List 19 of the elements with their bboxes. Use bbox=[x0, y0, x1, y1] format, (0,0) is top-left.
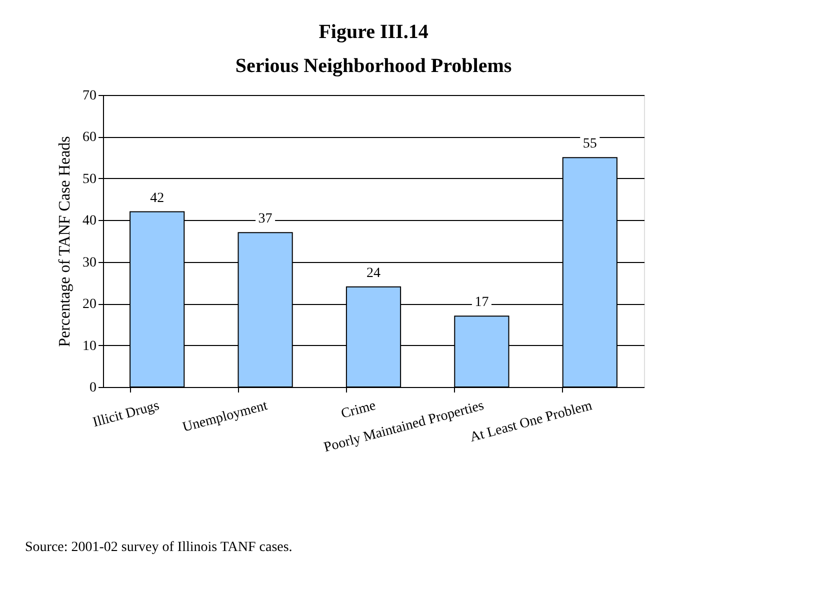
y-tick-label: 20 bbox=[82, 297, 96, 312]
y-tick-label: 30 bbox=[82, 255, 96, 270]
x-tick-label: Crime bbox=[340, 398, 378, 422]
data-label: 17 bbox=[474, 295, 489, 310]
chart-subtitle: Serious Neighborhood Problems bbox=[235, 55, 512, 77]
data-label: 24 bbox=[366, 266, 380, 281]
y-tick-label: 60 bbox=[82, 130, 96, 146]
data-label: 42 bbox=[150, 190, 164, 206]
y-axis-title: Percentage of TANF Case Heads bbox=[56, 136, 74, 347]
data-label: 55 bbox=[582, 136, 597, 152]
data-label: 37 bbox=[258, 212, 272, 227]
y-tick-label: 70 bbox=[82, 88, 96, 104]
y-tick-label: 50 bbox=[82, 172, 96, 187]
y-tick-label: 0 bbox=[90, 380, 96, 396]
chart-title: Figure III.14 bbox=[318, 21, 428, 43]
source-note: Source: 2001-02 survey of Illinois TANF cases. bbox=[25, 540, 292, 555]
y-tick-label: 40 bbox=[82, 214, 96, 229]
y-tick-label: 10 bbox=[82, 338, 96, 354]
x-tick-label: Illicit Drugs bbox=[91, 398, 161, 431]
